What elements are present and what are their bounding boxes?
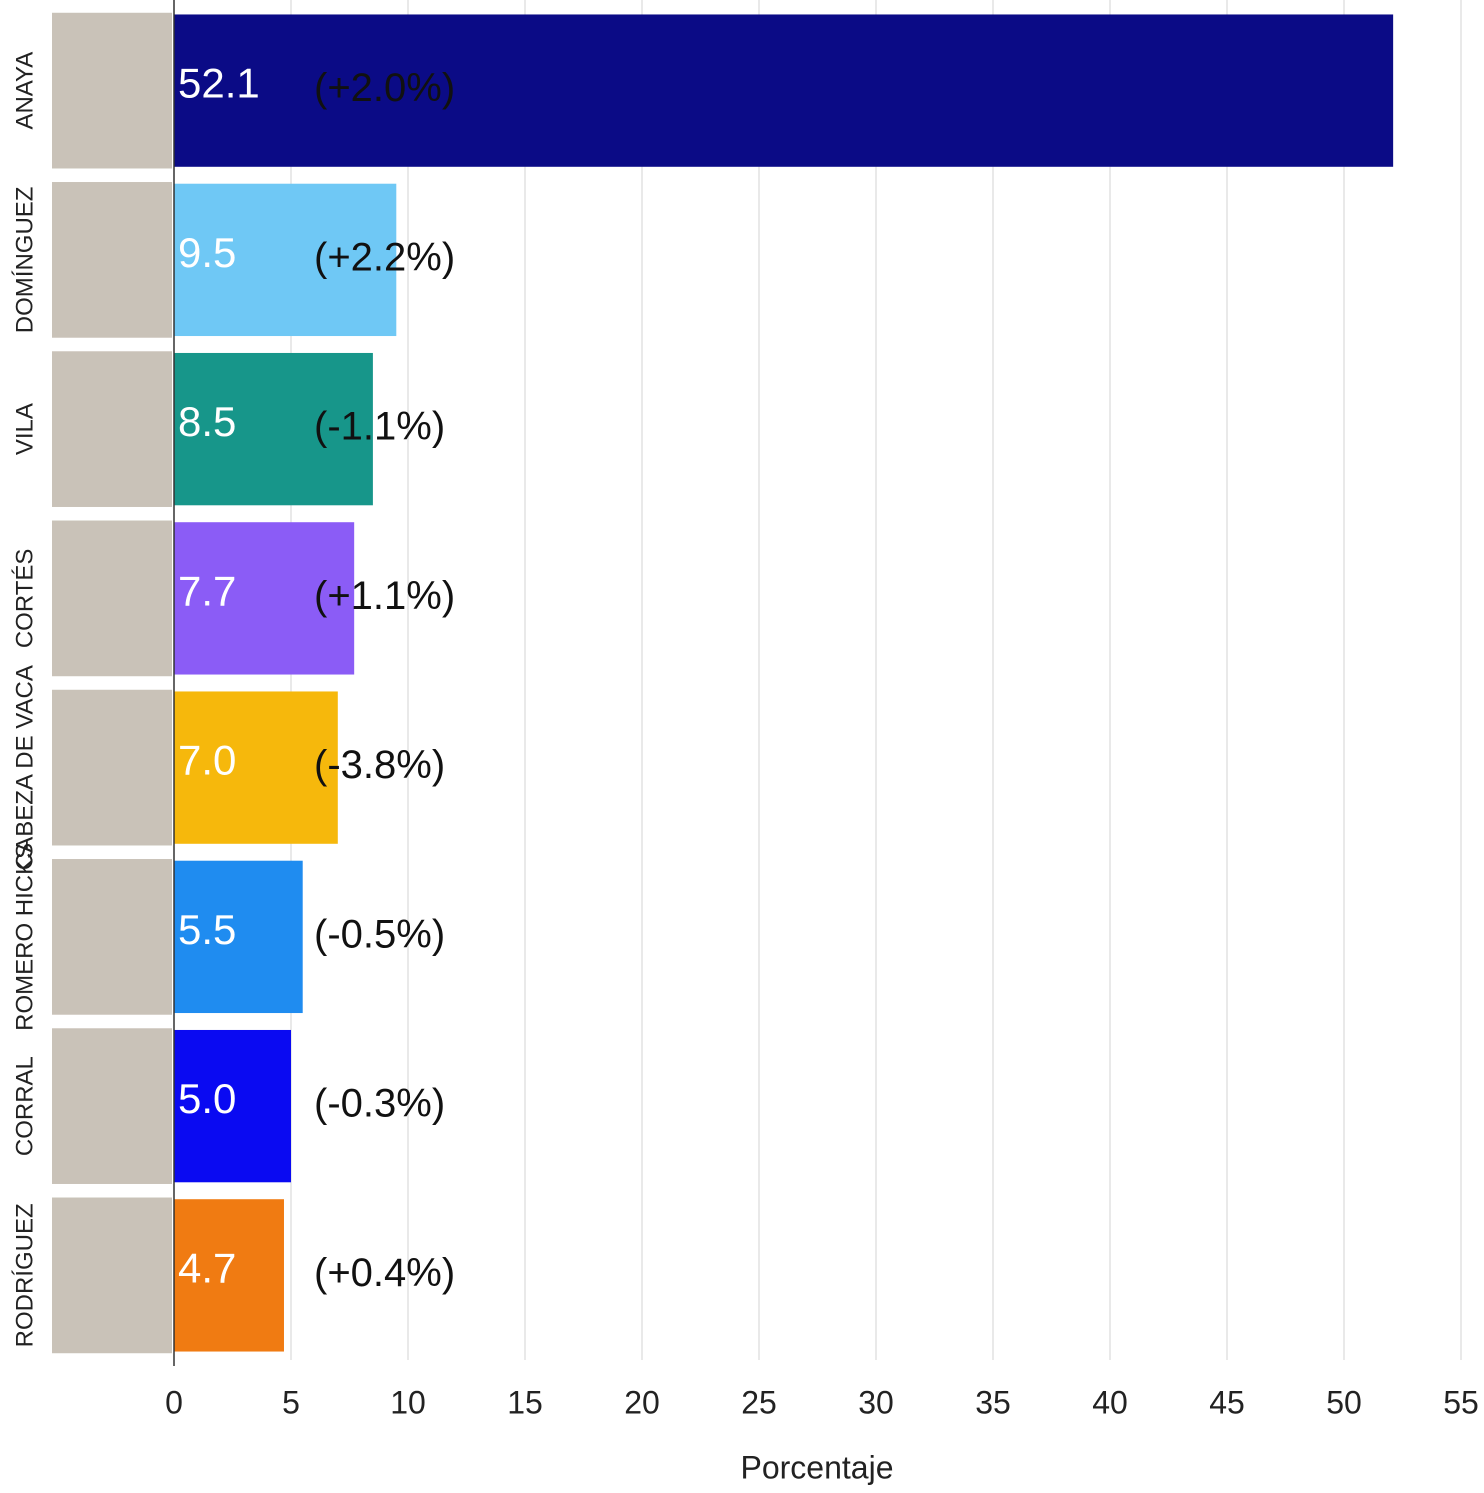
bar [174, 14, 1394, 167]
x-tick-label: 30 [858, 1384, 894, 1420]
change-label: (-0.3%) [314, 1082, 445, 1126]
y-tick-label: CORTÉS [11, 549, 38, 649]
bar [174, 1199, 284, 1352]
x-tick-label: 45 [1209, 1384, 1245, 1420]
change-label: (-3.8%) [314, 743, 445, 787]
change-label: (-0.5%) [314, 912, 445, 956]
photo [52, 520, 172, 677]
photo [52, 1197, 172, 1354]
x-tick-label: 40 [1092, 1384, 1128, 1420]
x-tick-label: 50 [1326, 1384, 1362, 1420]
change-label: (+2.0%) [314, 66, 455, 110]
x-tick-label: 0 [165, 1384, 183, 1420]
value-label: 4.7 [178, 1244, 236, 1291]
photo [52, 859, 172, 1015]
y-tick-label: ROMERO HICKS [11, 843, 38, 1031]
bar [174, 1029, 291, 1183]
photo [52, 12, 172, 169]
bar [174, 352, 373, 506]
x-tick-label: 20 [624, 1384, 660, 1420]
change-label: (+0.4%) [314, 1251, 455, 1295]
value-label: 52.1 [178, 60, 260, 107]
value-label: 8.5 [178, 398, 236, 445]
y-tick-label: ANAYA [11, 52, 38, 130]
photo [52, 689, 172, 846]
x-tick-label: 25 [741, 1384, 777, 1420]
y-tick-label: CABEZA DE VACA [11, 665, 38, 870]
y-tick-label: VILA [11, 403, 38, 455]
change-label: (+1.1%) [314, 574, 455, 618]
bar [174, 691, 338, 844]
value-label: 5.0 [178, 1075, 236, 1122]
change-label: (+2.2%) [314, 235, 455, 279]
bar [174, 860, 303, 1014]
y-tick-label: RODRÍGUEZ [11, 1203, 38, 1347]
y-tick-label: DOMÍNGUEZ [11, 187, 38, 334]
bar [174, 522, 355, 675]
x-tick-label: 35 [975, 1384, 1011, 1420]
x-tick-label: 5 [282, 1384, 300, 1420]
value-label: 5.5 [178, 906, 236, 953]
change-label: (-1.1%) [314, 405, 445, 449]
value-label: 7.0 [178, 737, 236, 784]
y-tick-label: CORRAL [11, 1056, 38, 1156]
x-tick-label: 15 [507, 1384, 543, 1420]
photo [52, 351, 172, 507]
bar [174, 183, 397, 337]
photo [52, 1028, 172, 1184]
value-label: 9.5 [178, 229, 236, 276]
x-tick-label: 55 [1443, 1384, 1479, 1420]
photo [52, 182, 172, 338]
x-tick-label: 10 [390, 1384, 426, 1420]
x-axis-title: Porcentaje [741, 1449, 894, 1485]
value-label: 7.7 [178, 567, 236, 614]
